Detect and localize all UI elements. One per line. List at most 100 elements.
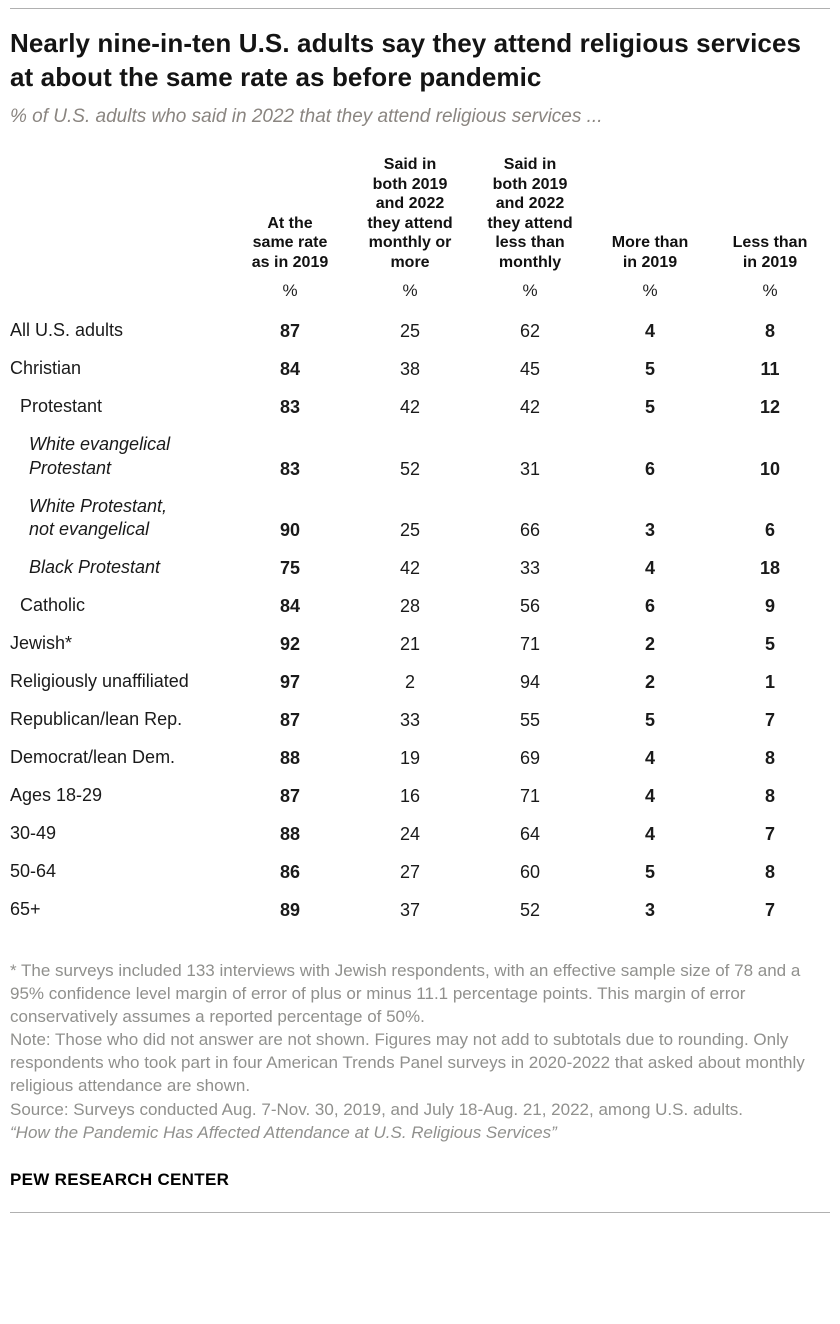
value-cell: 5 [644,861,655,882]
value-cell: 11 [760,359,780,380]
value-cell: 42 [399,397,421,418]
table-row: Religiously unaffiliated 97 2 94 2 1 [10,670,830,693]
value-cell: 27 [399,861,421,882]
value-cell: 2 [644,633,655,654]
value-cell: 69 [519,747,541,768]
value-cell: 5 [644,397,655,418]
value-cell: 90 [279,519,301,540]
table-body: All U.S. adults 87 25 62 4 8 Christian 84 38 45 5 1… [10,319,830,921]
row-label: All U.S. adults [10,320,124,341]
value-cell: 6 [644,595,655,616]
value-cell: 4 [644,785,655,806]
value-cell: 60 [519,861,541,882]
row-label: Protestant [20,396,103,417]
value-cell: 3 [644,519,655,540]
value-cell: 12 [759,397,781,418]
row-label: White Protestant, not evangelical [29,495,168,539]
value-cell: 64 [519,823,541,844]
value-cell: 8 [764,321,775,342]
value-cell: 45 [519,359,541,380]
value-cell: 4 [644,823,655,844]
unit-spacer [10,281,230,301]
value-cell: 94 [519,671,541,692]
value-cell: 71 [519,785,541,806]
value-cell: 52 [399,458,421,479]
value-cell: 24 [399,823,421,844]
row-label: Republican/lean Rep. [10,708,183,729]
value-cell: 6 [764,519,775,540]
value-cell: 10 [759,458,781,479]
value-cell: 42 [399,557,421,578]
value-cell: 4 [644,321,655,342]
value-cell: 1 [764,671,775,692]
value-cell: 56 [519,595,541,616]
footnote-asterisk: * The surveys included 133 interviews wi… [10,960,801,1027]
row-label: Jewish* [10,632,73,653]
table-row: All U.S. adults 87 25 62 4 8 [10,319,830,342]
value-cell: 88 [279,747,301,768]
value-cell: 83 [279,458,301,479]
table-header-row: At the same rate as in 2019 Said in both… [10,155,830,272]
value-cell: 83 [279,397,301,418]
value-cell: 92 [279,633,301,654]
row-label: Ages 18-29 [10,784,103,805]
value-cell: 87 [279,321,301,342]
bottom-rule [10,1211,830,1213]
value-cell: 97 [279,671,301,692]
top-rule [10,8,830,9]
value-cell: 38 [399,359,421,380]
row-label: White evangelical Protestant [29,434,171,478]
value-cell: 9 [764,595,775,616]
unit-percent: % [762,281,778,301]
value-cell: 89 [279,899,301,920]
figure: Nearly nine-in-ten U.S. adults say they … [10,8,830,1213]
table-row: Ages 18-29 87 16 71 4 8 [10,784,830,807]
row-label: Black Protestant [29,556,161,577]
value-cell: 37 [399,899,421,920]
unit-percent: % [642,281,658,301]
column-header-more-than-2019: More than in 2019 [611,234,689,271]
table-row: 50-64 86 27 60 5 8 [10,860,830,883]
footnote-report-title: “How the Pandemic Has Affected Attendanc… [10,1122,557,1142]
value-cell: 88 [279,823,301,844]
value-cell: 28 [399,595,421,616]
table-row: White Protestant, not evangelical 90 25 66 3… [10,495,830,541]
value-cell: 25 [399,519,421,540]
value-cell: 87 [279,709,301,730]
row-label: 30-49 [10,822,57,843]
value-cell: 5 [644,359,655,380]
table-row: Black Protestant 75 42 33 4 18 [10,556,830,579]
value-cell: 21 [399,633,421,654]
value-cell: 2 [404,671,415,692]
branding: PEW RESEARCH CENTER [10,1169,230,1189]
value-cell: 33 [399,709,421,730]
value-cell: 7 [764,709,775,730]
unit-row: % % % % % [10,281,830,301]
value-cell: 52 [519,899,541,920]
column-header-same-rate: At the same rate as in 2019 [251,214,329,271]
row-label: Religiously unaffiliated [10,670,189,691]
value-cell: 19 [399,747,421,768]
chart-subtitle: % of U.S. adults who said in 2022 that t… [10,105,603,127]
value-cell: 4 [644,557,655,578]
value-cell: 16 [399,785,421,806]
value-cell: 8 [764,747,775,768]
value-cell: 87 [279,785,301,806]
value-cell: 2 [644,671,655,692]
value-cell: 42 [519,397,541,418]
unit-percent: % [282,281,298,301]
table-row: 30-49 88 24 64 4 7 [10,822,830,845]
value-cell: 5 [764,633,775,654]
value-cell: 55 [519,709,541,730]
value-cell: 75 [279,557,301,578]
row-label: Christian [10,358,82,379]
table-row: Jewish* 92 21 71 2 5 [10,632,830,655]
unit-percent: % [402,281,418,301]
footnotes: * The surveys included 133 interviews wi… [10,959,830,1144]
column-header-monthly-or-more: Said in both 2019 and 2022 they attend m… [367,156,453,271]
column-header-less-than-monthly: Said in both 2019 and 2022 they attend l… [487,156,573,271]
table-row: Catholic 84 28 56 6 9 [10,594,830,617]
row-label: Democrat/lean Dem. [10,746,176,767]
table-row: White evangelical Protestant 83 52 31 6 10 [10,433,830,479]
footnote-source: Source: Surveys conducted Aug. 7-Nov. 30… [10,1099,744,1119]
